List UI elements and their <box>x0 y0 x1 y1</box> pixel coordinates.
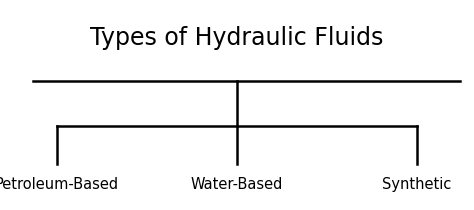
Text: Petroleum-Based: Petroleum-Based <box>0 177 119 192</box>
Text: Types of Hydraulic Fluids: Types of Hydraulic Fluids <box>91 26 383 50</box>
Text: Water-Based: Water-Based <box>191 177 283 192</box>
Text: Synthetic: Synthetic <box>383 177 452 192</box>
